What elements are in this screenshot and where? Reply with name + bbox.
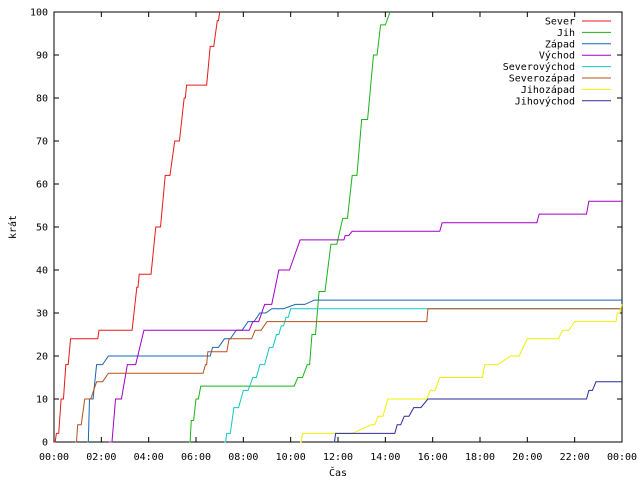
y-tick-label: 50 [36, 223, 48, 234]
series-line-jihozápad [300, 304, 623, 443]
x-tick-label: 08:00 [228, 452, 258, 463]
series-line-sever [54, 11, 221, 443]
x-tick-label: 00:00 [39, 452, 69, 463]
y-tick-label: 10 [36, 395, 48, 406]
series-line-jihovýchod [333, 381, 622, 443]
series-line-jih [188, 11, 391, 443]
legend-label: Jihovýchod [515, 95, 575, 107]
x-tick-label: 14:00 [370, 452, 400, 463]
series-line-severovýchod [224, 308, 622, 443]
y-tick-label: 100 [30, 8, 48, 19]
y-tick-label: 80 [36, 94, 48, 105]
legend-label: Východ [539, 50, 575, 62]
x-tick-label: 22:00 [560, 452, 590, 463]
x-tick-label: 20:00 [512, 452, 542, 463]
x-tick-label: 10:00 [276, 452, 306, 463]
x-tick-label: 12:00 [323, 452, 353, 463]
legend-label: Jihozápad [521, 84, 575, 96]
y-tick-label: 70 [36, 137, 48, 148]
series-line-severozápad [75, 308, 622, 443]
legend-label: Sever [545, 17, 575, 28]
y-tick-label: 30 [36, 309, 48, 320]
series-line-východ [108, 200, 622, 443]
y-tick-label: 40 [36, 266, 48, 277]
x-axis-title: Čas [329, 466, 347, 479]
x-tick-label: 06:00 [181, 452, 211, 463]
legend: SeverJihZápadVýchodSeverovýchodSeverozáp… [503, 17, 611, 107]
x-tick-label: 16:00 [418, 452, 448, 463]
y-tick-label: 0 [42, 438, 48, 449]
legend-label: Jih [557, 28, 575, 39]
axis-ticks: 00:00 02:00 04:00 06:00 08:00 10:00 12:00 14:00… [30, 8, 637, 464]
x-tick-label: 04:00 [134, 452, 164, 463]
legend-label: Severovýchod [503, 61, 575, 73]
legend-label: Severozápad [509, 73, 575, 85]
x-tick-label: 18:00 [465, 452, 495, 463]
x-tick-label: 00:00 [607, 452, 637, 463]
y-axis-title: krát [7, 215, 19, 239]
series-lines [54, 11, 623, 443]
y-tick-label: 20 [36, 352, 48, 363]
y-tick-label: 90 [36, 51, 48, 62]
legend-label: Západ [545, 38, 575, 50]
x-tick-label: 02:00 [86, 452, 116, 463]
y-tick-label: 60 [36, 180, 48, 191]
